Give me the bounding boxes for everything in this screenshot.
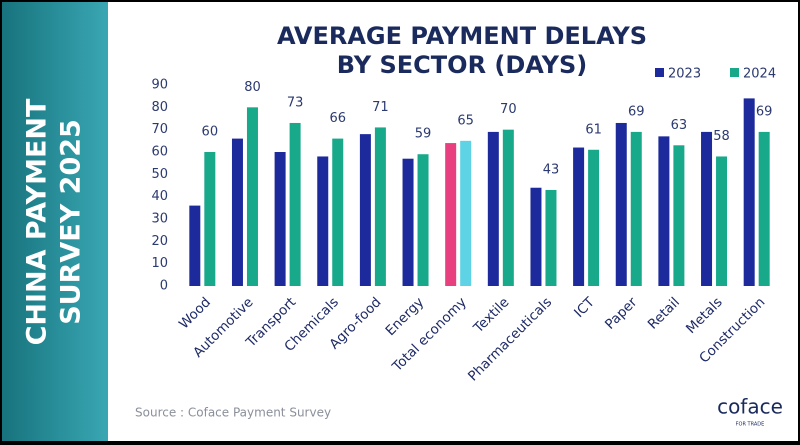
legend-swatch bbox=[730, 68, 739, 77]
bar bbox=[545, 189, 557, 286]
value-label: 70 bbox=[500, 102, 517, 117]
y-tick-label: 20 bbox=[151, 234, 168, 249]
bar bbox=[615, 122, 627, 286]
bar bbox=[289, 122, 301, 286]
bar bbox=[758, 131, 770, 286]
y-tick-label: 70 bbox=[151, 122, 168, 137]
bar bbox=[246, 107, 258, 286]
panel-text: CHINA PAYMENT bbox=[22, 98, 53, 345]
bar bbox=[231, 138, 243, 286]
value-label: 43 bbox=[543, 162, 560, 177]
y-tick-label: 90 bbox=[151, 78, 168, 93]
value-label: 69 bbox=[628, 104, 645, 119]
y-tick-label: 0 bbox=[160, 279, 168, 294]
y-tick-label: 30 bbox=[151, 212, 168, 227]
bar bbox=[332, 138, 344, 286]
y-tick-label: 40 bbox=[151, 189, 168, 204]
bar bbox=[274, 152, 286, 286]
y-tick-label: 50 bbox=[151, 167, 168, 182]
side-panel bbox=[2, 2, 108, 441]
bar bbox=[716, 156, 728, 286]
bar bbox=[189, 205, 201, 286]
value-label: 80 bbox=[244, 80, 261, 95]
chart-title: AVERAGE PAYMENT DELAYS bbox=[277, 22, 647, 50]
logo-tagline: FOR TRADE bbox=[736, 422, 765, 428]
bar bbox=[658, 136, 670, 286]
bar bbox=[673, 145, 685, 286]
value-label: 65 bbox=[457, 113, 474, 128]
bar bbox=[402, 158, 414, 286]
panel-text: SURVEY 2025 bbox=[56, 119, 87, 325]
bar bbox=[359, 134, 371, 286]
logo: coface bbox=[717, 395, 783, 419]
value-label: 61 bbox=[585, 122, 602, 137]
bar bbox=[417, 154, 429, 286]
bar bbox=[743, 98, 755, 287]
bar bbox=[502, 129, 514, 286]
bar bbox=[573, 147, 585, 286]
bar bbox=[588, 149, 600, 286]
bar bbox=[630, 131, 642, 286]
legend-label: 2024 bbox=[743, 67, 776, 82]
y-tick-label: 10 bbox=[151, 256, 168, 271]
value-label: 69 bbox=[756, 104, 773, 119]
value-label: 63 bbox=[671, 118, 688, 133]
y-tick-label: 80 bbox=[151, 100, 168, 115]
legend-swatch bbox=[655, 68, 664, 77]
bar bbox=[204, 152, 216, 286]
chart-title: BY SECTOR (DAYS) bbox=[337, 51, 587, 79]
value-label: 58 bbox=[713, 129, 730, 144]
bar bbox=[460, 140, 472, 286]
legend-label: 2023 bbox=[668, 67, 701, 82]
value-label: 71 bbox=[372, 100, 389, 115]
value-label: 59 bbox=[415, 127, 432, 142]
bar bbox=[487, 131, 499, 286]
value-label: 60 bbox=[202, 125, 219, 140]
bar bbox=[445, 143, 457, 286]
bar bbox=[530, 187, 542, 286]
source: Source : Coface Payment Survey bbox=[135, 406, 331, 420]
value-label: 73 bbox=[287, 95, 304, 110]
y-tick-label: 60 bbox=[151, 145, 168, 160]
value-label: 66 bbox=[329, 111, 346, 126]
bar bbox=[701, 131, 713, 286]
bar bbox=[374, 127, 386, 286]
bar bbox=[317, 156, 329, 286]
